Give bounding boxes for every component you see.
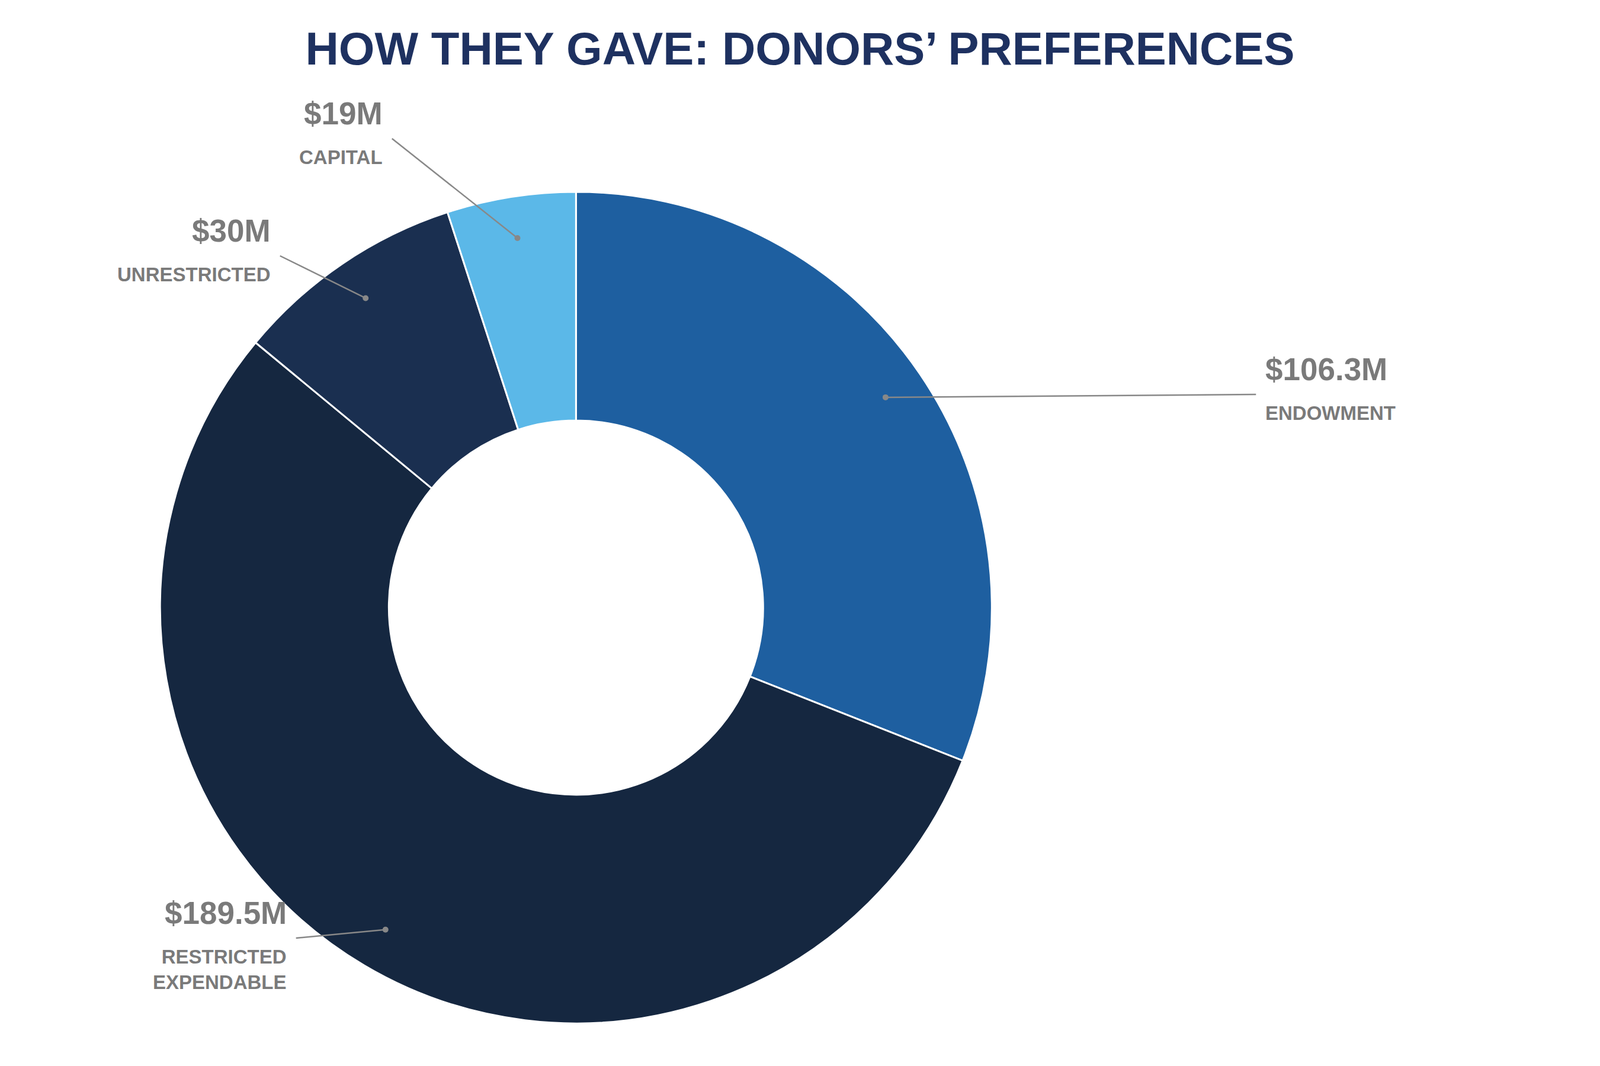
svg-text:$19M: $19M: [303, 95, 383, 131]
svg-text:$106.3M: $106.3M: [1265, 351, 1388, 387]
svg-text:ENDOWMENT: ENDOWMENT: [1265, 402, 1396, 425]
svg-text:HOW THEY GAVE: DONORS’ PREFERE: HOW THEY GAVE: DONORS’ PREFERENCES: [305, 22, 1295, 75]
svg-text:UNRESTRICTED: UNRESTRICTED: [117, 263, 271, 286]
svg-text:$30M: $30M: [191, 213, 271, 249]
svg-text:CAPITAL: CAPITAL: [299, 146, 383, 169]
svg-text:RESTRICTEDEXPENDABLE: RESTRICTEDEXPENDABLE: [152, 946, 287, 994]
svg-text:$189.5M: $189.5M: [164, 895, 287, 931]
